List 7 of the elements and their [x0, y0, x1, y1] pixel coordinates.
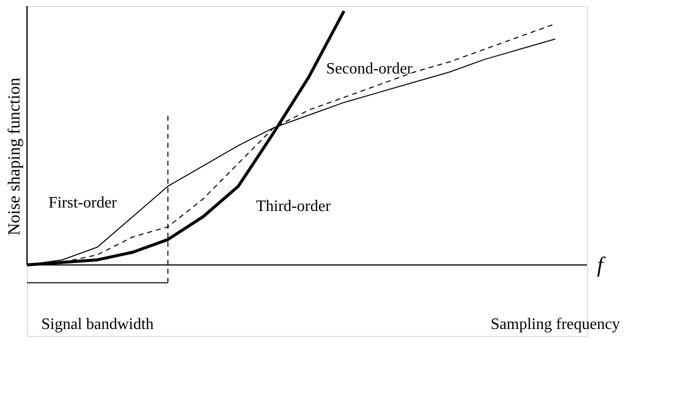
text: Signal bandwidth — [41, 316, 154, 333]
series-label: Third-order — [256, 198, 332, 216]
text: Sampling frequency — [490, 316, 620, 333]
series-label: Second-order — [326, 60, 413, 78]
x-axis-title: f — [597, 252, 606, 277]
y-axis-title: Noise shaping function — [4, 77, 24, 236]
series-label: First-order — [48, 194, 118, 212]
